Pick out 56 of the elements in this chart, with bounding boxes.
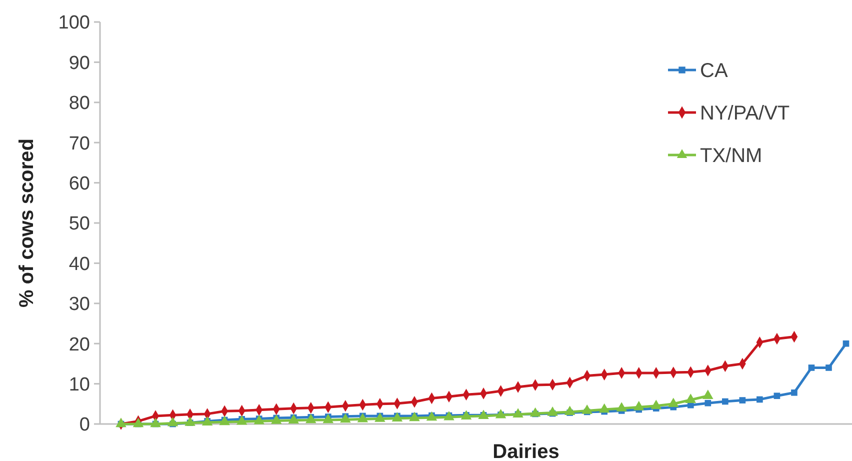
y-tick-label: 70	[68, 133, 90, 154]
point	[722, 398, 728, 405]
point	[340, 413, 351, 423]
point	[150, 418, 161, 428]
point	[426, 411, 438, 421]
point	[374, 412, 386, 422]
y-tick-label: 60	[68, 173, 90, 194]
point	[739, 397, 746, 404]
point	[808, 364, 815, 371]
y-tick-label: 50	[68, 214, 90, 235]
point	[254, 414, 264, 424]
x-axis-title: Dairies	[492, 441, 560, 461]
point	[288, 414, 299, 424]
point	[702, 390, 714, 399]
point	[547, 406, 558, 416]
y-axis-title: % of cows scored	[16, 138, 38, 308]
point	[116, 418, 126, 428]
point	[202, 416, 213, 426]
point	[633, 400, 644, 410]
y-tick-label: 20	[68, 334, 90, 356]
point	[791, 389, 798, 396]
point	[460, 410, 472, 420]
point	[530, 407, 541, 417]
y-tick-label: 40	[68, 254, 90, 275]
point	[685, 394, 696, 403]
y-tick-label: 90	[68, 52, 90, 74]
y-tick-label: 80	[68, 93, 90, 114]
y-tick-label: 10	[68, 374, 90, 396]
point	[826, 364, 832, 371]
point	[598, 403, 610, 413]
legend-label: TX/NM	[700, 145, 762, 167]
y-tick-label: 30	[68, 294, 90, 316]
point	[236, 415, 248, 425]
point	[322, 414, 334, 424]
point	[357, 412, 368, 422]
point	[668, 398, 679, 407]
point	[184, 416, 196, 426]
point	[270, 414, 282, 424]
point	[512, 408, 524, 418]
point	[616, 402, 627, 412]
point	[756, 396, 763, 403]
point	[132, 418, 144, 428]
point	[495, 408, 506, 418]
point	[842, 340, 850, 347]
point	[582, 404, 592, 414]
y-tick-label: 0	[79, 414, 90, 436]
point	[564, 406, 576, 416]
point	[650, 400, 662, 410]
point	[704, 400, 712, 406]
point	[392, 412, 403, 422]
y-tick-label: 100	[58, 12, 90, 34]
legend-label: NY/PA/VT	[700, 102, 790, 124]
point	[167, 416, 178, 426]
legend-label: CA	[700, 60, 728, 82]
point	[774, 392, 780, 400]
point	[306, 414, 316, 424]
